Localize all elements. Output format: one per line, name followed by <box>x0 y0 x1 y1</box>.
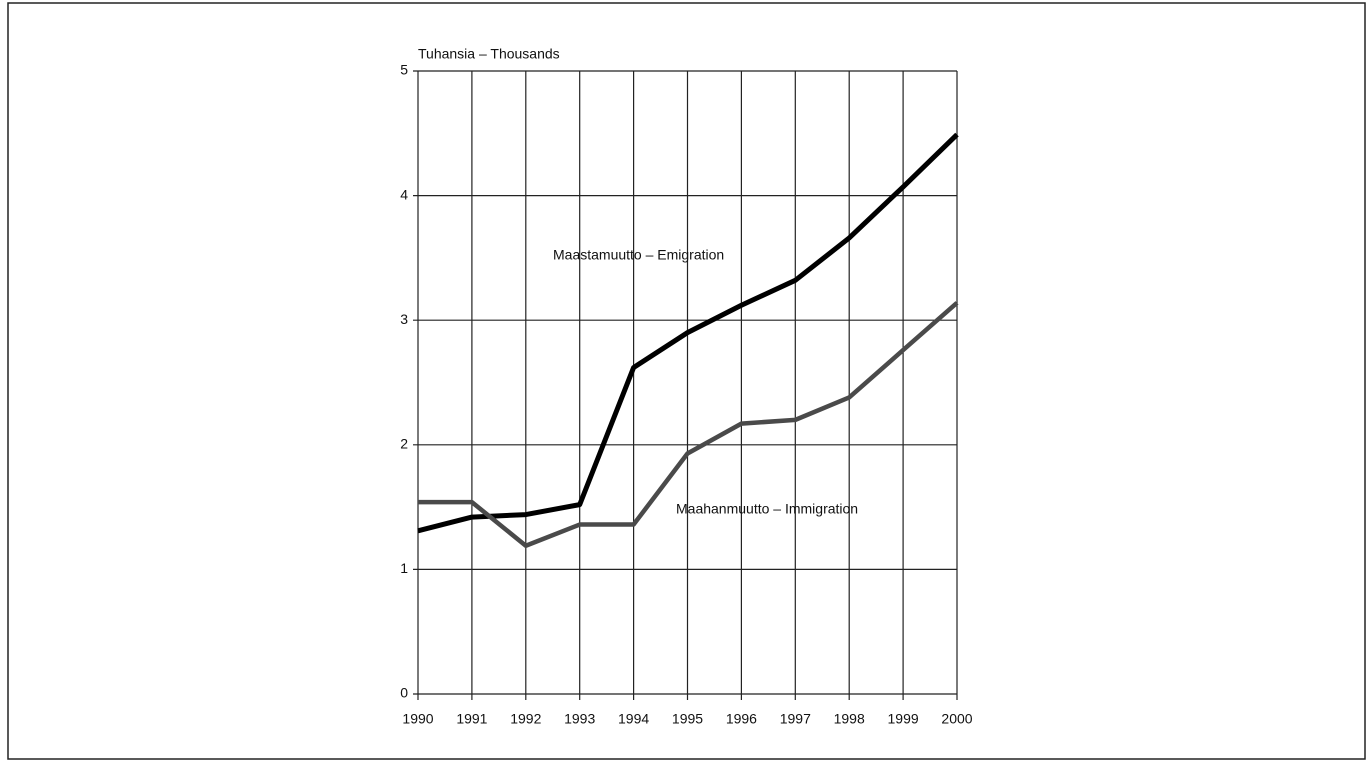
x-tick-label: 1997 <box>780 711 811 727</box>
x-tick-label: 1996 <box>726 711 757 727</box>
y-tick-label: 2 <box>400 436 408 452</box>
x-tick-label: 1991 <box>456 711 487 727</box>
x-tick-label: 1990 <box>402 711 433 727</box>
y-tick-label: 0 <box>400 685 408 701</box>
series-label: Maahanmuutto – Immigration <box>676 501 858 517</box>
frame <box>7 2 1366 760</box>
x-tick-label: 1999 <box>888 711 919 727</box>
y-tick-label: 4 <box>400 186 408 202</box>
series-label: Maastamuutto – Emigration <box>553 247 724 263</box>
x-tick-label: 1995 <box>672 711 703 727</box>
series-line <box>417 132 959 534</box>
x-tick-label: 1993 <box>564 711 595 727</box>
y-tick-label: 5 <box>400 62 408 78</box>
x-tick-label: 1998 <box>834 711 865 727</box>
x-tick-label: 2000 <box>941 711 972 727</box>
series-line <box>418 301 959 548</box>
x-tick-label: 1992 <box>510 711 541 727</box>
y-tick-label: 1 <box>400 560 408 576</box>
y-tick-label: 3 <box>400 311 408 327</box>
x-tick-label: 1994 <box>618 711 649 727</box>
y-axis-label: Tuhansia – Thousands <box>418 46 560 62</box>
